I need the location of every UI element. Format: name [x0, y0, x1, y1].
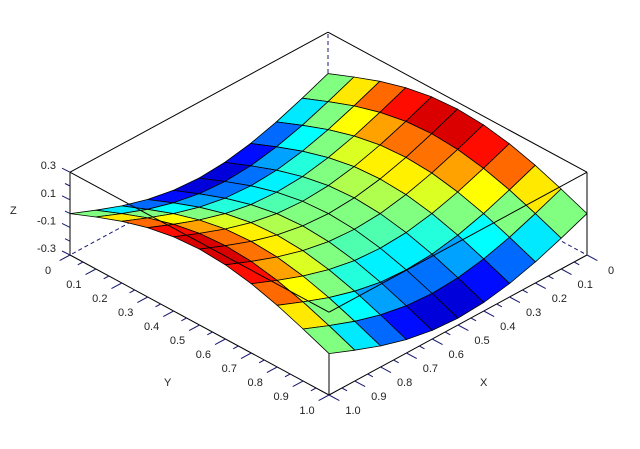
z-axis-label: Z	[10, 205, 17, 217]
surface-cell	[302, 325, 356, 355]
y-tick-major	[292, 380, 304, 388]
x-tick-major	[431, 338, 443, 346]
box-edge-front-top-left	[69, 171, 330, 313]
y-tick-label: 1.0	[299, 405, 314, 417]
x-tick-label: 1.0	[345, 405, 360, 417]
x-tick-major	[328, 394, 340, 402]
box-edge-top-left	[69, 31, 329, 173]
x-tick-label: 0.1	[578, 279, 593, 291]
x-tick-minor	[393, 359, 399, 364]
x-tick-label: 0	[608, 265, 614, 277]
x-tick-minor	[522, 289, 528, 294]
x-tick-label: 0.5	[474, 335, 489, 347]
y-tick-major	[163, 310, 174, 318]
box-edge-front-top-right	[328, 171, 588, 313]
x-tick-major	[406, 352, 417, 360]
x-tick-major	[535, 282, 546, 290]
y-tick-minor	[129, 289, 135, 294]
x-tick-label: 0.2	[552, 293, 567, 305]
y-tick-major	[111, 282, 123, 290]
z-tick-label: 0.1	[41, 188, 56, 200]
z-tick-label: -0.1	[37, 215, 56, 227]
y-tick-minor	[103, 275, 110, 280]
x-tick-major	[483, 310, 495, 318]
x-tick-minor	[496, 303, 503, 308]
z-tick-label: -0.3	[37, 243, 56, 255]
surface-mesh	[69, 73, 588, 355]
x-tick-minor	[419, 345, 425, 350]
axes-box-front	[69, 171, 588, 313]
x-tick-minor	[367, 373, 374, 378]
y-tick-minor	[181, 317, 187, 322]
z-tick	[61, 195, 71, 201]
box-edge-top-right	[327, 31, 588, 173]
y-tick-minor	[232, 345, 239, 350]
z-tick	[61, 167, 71, 173]
y-tick-label: 0.2	[92, 293, 107, 305]
x-tick-minor	[548, 275, 554, 280]
x-tick-major	[380, 366, 392, 374]
z-tick-label: 0.3	[41, 160, 56, 172]
y-tick-major	[240, 352, 252, 360]
y-tick-label: 0.6	[196, 349, 211, 361]
y-axis-label: Y	[164, 377, 172, 389]
y-tick-label: 0	[45, 265, 51, 277]
y-tick-label: 0.3	[118, 307, 133, 319]
x-tick-label: 0.8	[397, 377, 412, 389]
x-tick-minor	[444, 331, 451, 336]
x-tick-label: 0.6	[449, 349, 464, 361]
y-tick-major	[188, 324, 200, 332]
x-tick-minor	[341, 387, 348, 392]
y-tick-major	[214, 338, 226, 346]
y-tick-minor	[77, 261, 84, 266]
y-tick-minor	[155, 303, 161, 308]
x-axis-label: X	[480, 377, 488, 389]
y-tick-label: 0.4	[144, 321, 159, 333]
y-tick-minor	[310, 387, 317, 392]
y-tick-minor	[207, 331, 213, 336]
x-tick-major	[457, 324, 469, 332]
y-tick-label: 0.7	[222, 363, 237, 375]
x-tick-label: 0.9	[371, 391, 386, 403]
y-tick-label: 0.1	[66, 279, 81, 291]
z-tick	[64, 210, 71, 215]
y-tick-minor	[284, 373, 291, 378]
x-tick-major	[509, 296, 521, 304]
y-tick-label: 0.8	[248, 377, 263, 389]
y-tick-major	[318, 394, 330, 402]
y-tick-major	[59, 254, 71, 262]
z-tick	[64, 183, 71, 187]
z-tick	[61, 250, 71, 256]
x-tick-major	[560, 268, 572, 276]
y-tick-major	[266, 366, 278, 374]
y-tick-label: 0.9	[273, 391, 288, 403]
axis-ticks: 0 0.1 0.2 0.3 0.4 0.5 0.6 0.7 0.8 0.9 1.0 0 0.1 0.2 0.…	[37, 160, 614, 417]
y-tick-minor	[258, 359, 265, 364]
y-tick-major	[85, 268, 97, 276]
y-tick-label: 0.5	[170, 335, 185, 347]
x-tick-label: 0.7	[423, 363, 438, 375]
y-tick-major	[137, 296, 148, 304]
z-tick	[64, 238, 71, 242]
x-tick-major	[586, 254, 598, 262]
x-tick-label: 0.4	[500, 321, 515, 333]
z-tick	[61, 222, 71, 228]
x-tick-major	[354, 380, 366, 388]
x-tick-label: 0.3	[526, 307, 541, 319]
x-tick-minor	[470, 317, 477, 322]
x-tick-minor	[573, 261, 580, 266]
